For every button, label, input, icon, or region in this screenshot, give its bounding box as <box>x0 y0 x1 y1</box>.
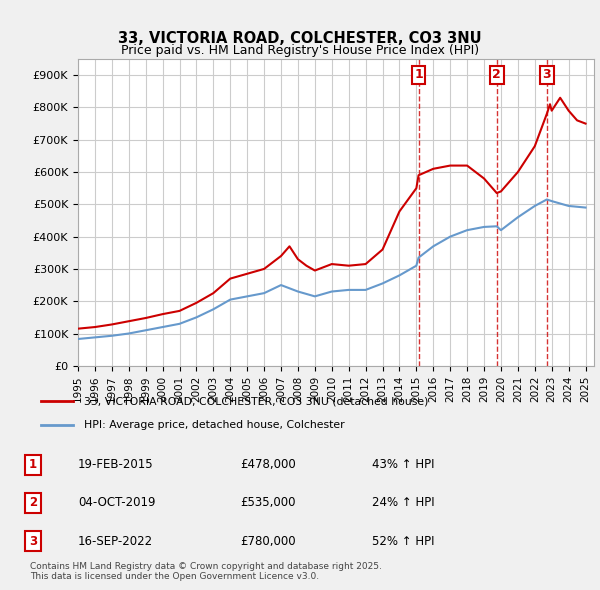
Text: 33, VICTORIA ROAD, COLCHESTER, CO3 3NU: 33, VICTORIA ROAD, COLCHESTER, CO3 3NU <box>118 31 482 46</box>
Text: £478,000: £478,000 <box>240 458 296 471</box>
Text: 16-SEP-2022: 16-SEP-2022 <box>78 535 153 548</box>
Text: Contains HM Land Registry data © Crown copyright and database right 2025.
This d: Contains HM Land Registry data © Crown c… <box>30 562 382 581</box>
Text: 19-FEB-2015: 19-FEB-2015 <box>78 458 154 471</box>
Text: 1: 1 <box>29 458 37 471</box>
Text: 3: 3 <box>29 535 37 548</box>
Text: Price paid vs. HM Land Registry's House Price Index (HPI): Price paid vs. HM Land Registry's House … <box>121 44 479 57</box>
Text: HPI: Average price, detached house, Colchester: HPI: Average price, detached house, Colc… <box>84 419 344 430</box>
Text: 04-OCT-2019: 04-OCT-2019 <box>78 496 155 510</box>
Text: 2: 2 <box>493 68 501 81</box>
Text: 3: 3 <box>542 68 551 81</box>
Text: £535,000: £535,000 <box>240 496 296 510</box>
Text: 24% ↑ HPI: 24% ↑ HPI <box>372 496 434 510</box>
Text: 43% ↑ HPI: 43% ↑ HPI <box>372 458 434 471</box>
Text: 1: 1 <box>414 68 423 81</box>
Text: £780,000: £780,000 <box>240 535 296 548</box>
Text: 52% ↑ HPI: 52% ↑ HPI <box>372 535 434 548</box>
Text: 33, VICTORIA ROAD, COLCHESTER, CO3 3NU (detached house): 33, VICTORIA ROAD, COLCHESTER, CO3 3NU (… <box>84 396 428 407</box>
Text: 2: 2 <box>29 496 37 510</box>
